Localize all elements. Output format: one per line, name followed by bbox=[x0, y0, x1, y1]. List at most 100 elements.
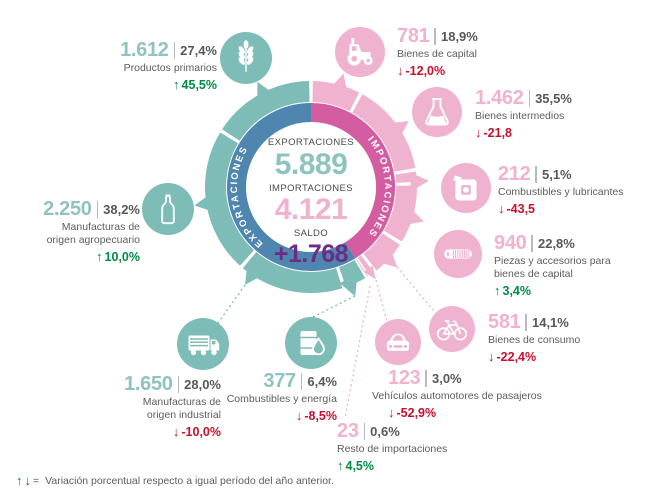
change-arrow-icon: ↑ bbox=[494, 282, 501, 298]
item-resto-importaciones: 23 0,6% Resto de importaciones ↑ 4,5% bbox=[337, 421, 447, 472]
down-arrow-icon: ↓ bbox=[24, 473, 32, 488]
item-bienes-de-capital: 781 18,9% Bienes de capital ↓ -12,0% bbox=[397, 26, 478, 77]
item-change: ↓ -22,4% bbox=[488, 348, 537, 364]
change-arrow-icon: ↓ bbox=[498, 200, 505, 216]
donut-chart: EXPORTACIONES IMPORTACIONES bbox=[194, 73, 435, 419]
divider bbox=[434, 27, 436, 45]
pointer-piezas_accesorios bbox=[403, 206, 424, 226]
item-label: Piezas y accesorios para bbox=[494, 255, 611, 267]
change-arrow-icon: ↓ bbox=[488, 348, 495, 364]
item-label: Bienes de consumo bbox=[488, 334, 581, 346]
balance-label: SALDO bbox=[293, 228, 329, 239]
divider bbox=[177, 375, 180, 393]
item-manufacturas-industrial: 1.650 28,0% Manufacturas de origen indust… bbox=[91, 374, 221, 438]
imports-total-label: IMPORTACIONES bbox=[268, 182, 354, 194]
pointer-bienes_consumo bbox=[377, 247, 398, 268]
item-change: ↑ 4,5% bbox=[337, 457, 374, 473]
equals-sign: = bbox=[33, 474, 40, 487]
tractor-icon bbox=[335, 27, 385, 77]
divider bbox=[96, 200, 99, 218]
item-value: 940 bbox=[494, 232, 527, 254]
item-value: 1.462 bbox=[475, 87, 524, 109]
item-label: Productos primarios bbox=[123, 62, 217, 74]
item-value: 2.250 bbox=[43, 198, 92, 220]
divider bbox=[173, 41, 176, 59]
item-label: Manufacturas de bbox=[61, 221, 140, 233]
screw-icon bbox=[434, 230, 482, 278]
item-share: 6,4% bbox=[307, 373, 337, 389]
oil-barrel-drop-icon bbox=[285, 317, 337, 369]
item-share: 3,0% bbox=[431, 370, 462, 386]
item-share: 27,4% bbox=[180, 42, 217, 58]
jerrycan-icon bbox=[441, 163, 491, 213]
change-arrow-icon: ↑ bbox=[337, 457, 344, 473]
item-value: 1.612 bbox=[120, 39, 169, 61]
item-label-line2: origen industrial bbox=[146, 408, 221, 421]
change-arrow-icon: ↓ bbox=[295, 407, 303, 423]
item-change: ↑ 3,4% bbox=[494, 282, 531, 298]
segment-resto_importaciones bbox=[355, 258, 369, 277]
legend-note: ↑ ↓ = Variación porcentual respecto a igual… bbox=[16, 473, 334, 488]
bicycle-icon bbox=[429, 306, 475, 352]
item-manufacturas-agropecuario: 2.250 38,2% Manufacturas de origen agrope… bbox=[10, 199, 140, 263]
item-share: 35,5% bbox=[535, 90, 572, 106]
item-label: Combustibles y energía bbox=[226, 393, 337, 405]
item-change: ↑ 10,0% bbox=[96, 248, 140, 264]
item-value: 581 bbox=[488, 311, 521, 333]
divider bbox=[425, 369, 427, 387]
item-change: ↓ -52,9% bbox=[388, 404, 437, 420]
callout-line-resto_importaciones bbox=[344, 285, 371, 419]
exports-total-value: 5.889 bbox=[274, 147, 348, 181]
item-share: 18,9% bbox=[440, 28, 478, 44]
balance-value: +1.768 bbox=[273, 239, 349, 268]
item-share: 5,1% bbox=[541, 166, 572, 182]
segment-vehiculos_automotores bbox=[357, 255, 374, 276]
item-combustibles-energia: 377 6,4% Combustibles y energía ↓ -8,5% bbox=[197, 371, 337, 422]
pointer-vehiculos_automotores bbox=[363, 265, 376, 280]
change-arrow-icon: ↓ bbox=[388, 404, 395, 420]
segment-piezas_accesorios bbox=[383, 185, 417, 242]
item-piezas-accesorios: 940 22,8% Piezas y accesorios para bienes… bbox=[494, 233, 611, 297]
legend-text: Variación porcentual respecto a igual pe… bbox=[45, 474, 334, 487]
item-change: ↓ -8,5% bbox=[295, 407, 337, 423]
change-arrow-icon: ↑ bbox=[96, 248, 103, 264]
divider bbox=[363, 422, 366, 440]
item-label: Resto de importaciones bbox=[337, 443, 448, 455]
callout-line-bienes_consumo bbox=[396, 266, 435, 312]
pointer-bienes_capital bbox=[329, 73, 348, 94]
item-value: 123 bbox=[388, 367, 421, 389]
callout-line-combustibles_energia bbox=[312, 295, 356, 318]
change-arrow-icon: ↓ bbox=[475, 124, 482, 140]
change-arrow-icon: ↓ bbox=[397, 62, 404, 78]
item-label: Bienes de capital bbox=[397, 48, 477, 60]
item-share: 0,6% bbox=[370, 423, 400, 439]
divider bbox=[535, 165, 537, 183]
segment-manufacturas_agropecuario bbox=[205, 132, 255, 266]
item-value: 23 bbox=[337, 420, 359, 442]
item-label: Combustibles y lubricantes bbox=[498, 186, 624, 198]
item-label: Vehículos automotores de pasajeros bbox=[372, 390, 542, 402]
item-label: Manufacturas de bbox=[142, 396, 221, 408]
segment-combustibles_lubricantes bbox=[395, 171, 417, 183]
item-combustibles-lubricantes: 212 5,1% Combustibles y lubricantes ↓ -43,… bbox=[498, 164, 623, 215]
pointer-productos_primarios bbox=[257, 81, 275, 103]
item-change: ↓ -12,0% bbox=[397, 62, 446, 78]
pointer-combustibles_energia bbox=[339, 275, 358, 297]
item-value: 377 bbox=[263, 370, 296, 392]
segment-bienes_capital bbox=[312, 81, 360, 112]
car-icon bbox=[375, 319, 421, 365]
segment-bienes_intermedios bbox=[351, 94, 416, 173]
divider bbox=[525, 313, 527, 331]
divider bbox=[531, 234, 533, 252]
callout-line-vehiculos_automotores bbox=[375, 279, 388, 323]
pointer-bienes_intermedios bbox=[388, 121, 409, 140]
imports-inner-arc bbox=[310, 103, 395, 259]
change-arrow-icon: ↑ bbox=[173, 76, 180, 92]
item-productos-primarios: 1.612 27,4% Productos primarios ↑ 45,5% bbox=[77, 40, 217, 91]
pointer-manufacturas_industrial bbox=[245, 264, 264, 285]
item-share: 28,0% bbox=[184, 376, 221, 392]
item-label: Bienes intermedios bbox=[475, 110, 565, 122]
item-change: ↓ -10,0% bbox=[172, 423, 221, 439]
donut-center-totals: EXPORTACIONES 5.889 IMPORTACIONES 4.121 … bbox=[241, 134, 381, 267]
